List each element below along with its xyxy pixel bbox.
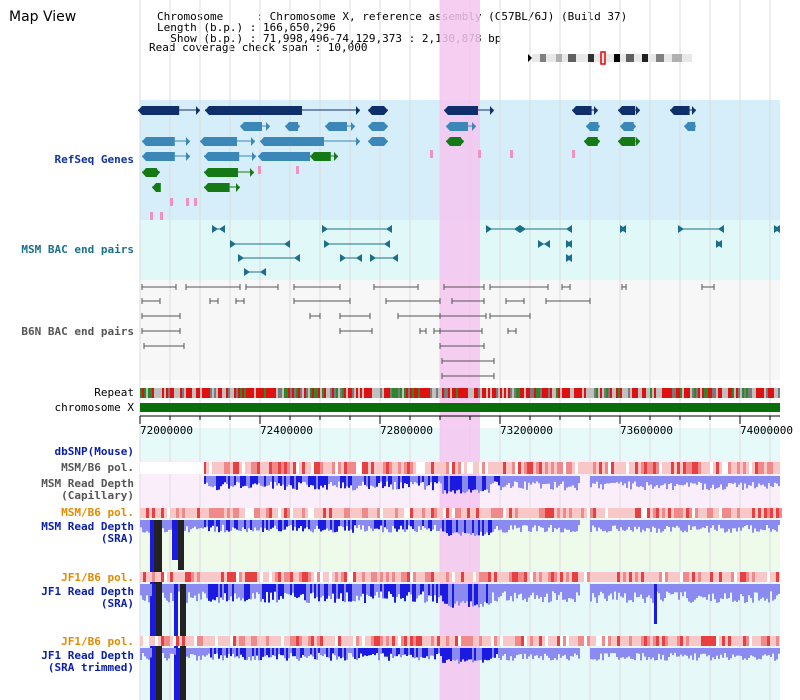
jf1-depth-sra-label[interactable]: JF1 Read Depth (SRA) [41, 586, 134, 610]
axis-tick-label: 72000000 [140, 424, 193, 437]
jf1-pol-label-2[interactable]: JF1/B6 pol. [61, 635, 134, 648]
chromosome-bar[interactable] [140, 403, 780, 412]
length-info: Length (b.p.) : 166,650,296 [157, 21, 336, 34]
label-line: JF1 Read Depth [41, 585, 134, 598]
msm-bac-track[interactable] [212, 225, 780, 276]
repeat-track[interactable] [140, 388, 780, 398]
b6n-bac-label[interactable]: B6N BAC end pairs [21, 325, 134, 338]
refseq-genes-track[interactable] [138, 106, 696, 220]
highlight-region[interactable] [440, 0, 480, 700]
msm-pol-label-1[interactable]: MSM/B6 pol. [61, 461, 134, 474]
axis-tick-label: 74000000 [740, 424, 793, 437]
label-line: (SRA trimmed) [47, 661, 134, 674]
axis-tick-label: 72400000 [260, 424, 313, 437]
msm-depth-capillary-label[interactable]: MSM Read Depth (Capillary) [41, 478, 134, 502]
jf1-depth-trimmed-label[interactable]: JF1 Read Depth (SRA trimmed) [41, 650, 134, 674]
axis-tick-label: 73600000 [620, 424, 673, 437]
chromosome-ideogram[interactable] [528, 51, 692, 65]
axis-tick-label: 73200000 [500, 424, 553, 437]
axis-tick-label: 72800000 [380, 424, 433, 437]
label-line: MSM Read Depth [41, 520, 134, 533]
coverage-span-info: Read coverage check span : 10,000 [149, 41, 368, 54]
msm-bac-label[interactable]: MSM BAC end pairs [21, 243, 134, 256]
refseq-genes-label[interactable]: RefSeq Genes [54, 153, 134, 166]
jf1-pol-label-1[interactable]: JF1/B6 pol. [61, 571, 134, 584]
label-line: JF1 Read Depth [41, 649, 134, 662]
label-line: (SRA) [100, 532, 134, 545]
repeat-label[interactable]: Repeat [94, 386, 134, 399]
dbsnp-label[interactable]: dbSNP(Mouse) [54, 445, 134, 458]
label-line: (SRA) [100, 597, 134, 610]
b6n-bac-track[interactable] [141, 284, 715, 379]
map-view-title: Map View [9, 9, 77, 25]
label-line: MSM Read Depth [41, 477, 134, 490]
label-line: (Capillary) [61, 489, 134, 502]
msm-depth-sra-label[interactable]: MSM Read Depth (SRA) [41, 521, 134, 545]
axis-ticks [139, 416, 771, 424]
chromosome-label: chromosome X [54, 401, 134, 414]
msm-pol-label-2[interactable]: MSM/B6 pol. [61, 506, 134, 519]
